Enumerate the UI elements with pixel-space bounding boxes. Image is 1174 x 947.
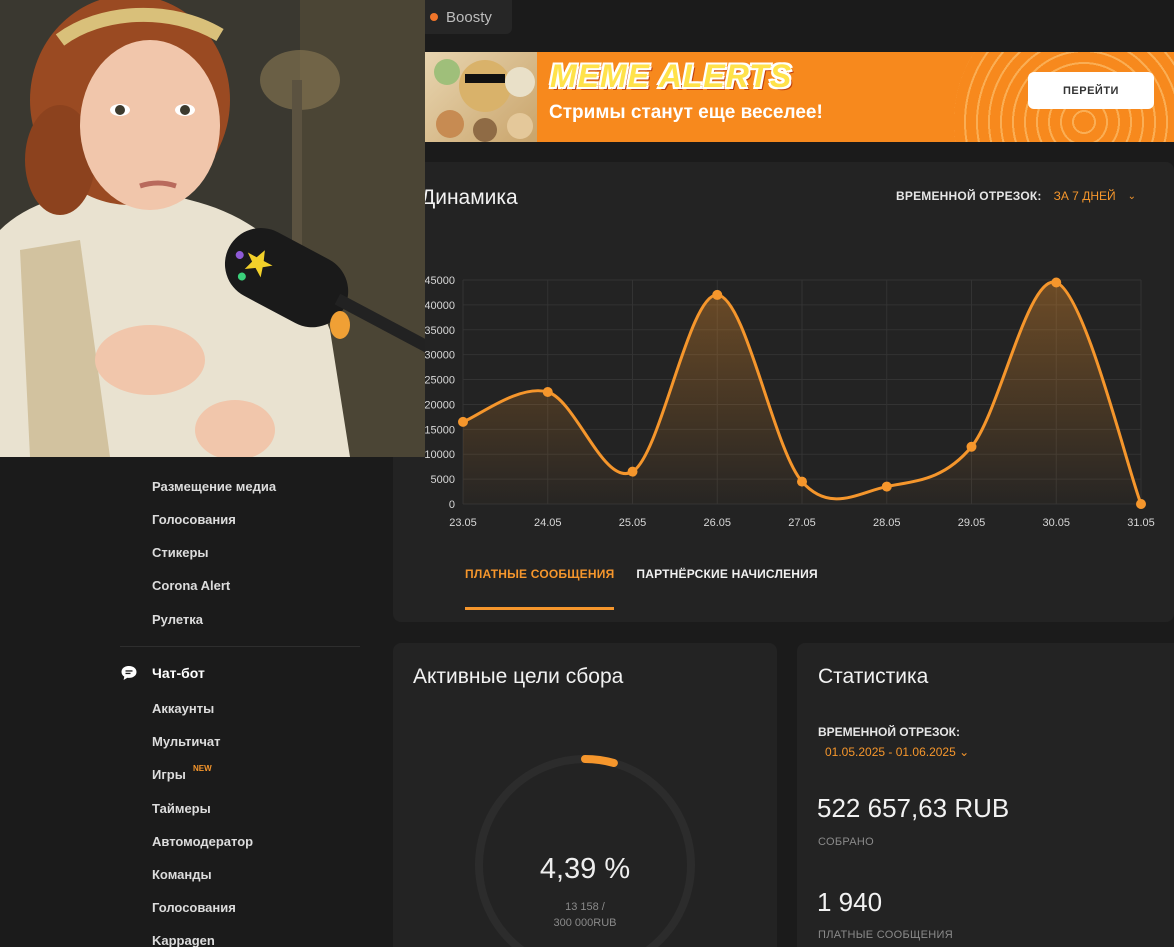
chart-data-point <box>881 481 892 492</box>
chart-data-point <box>966 441 977 452</box>
chart-data-point <box>1051 277 1062 288</box>
stats-period-value[interactable]: 01.05.2025 - 01.06.2025 <box>825 745 956 759</box>
chart-y-tick-label: 30000 <box>424 350 455 362</box>
sidebar-divider <box>120 646 360 647</box>
dynamics-tabs: ПЛАТНЫЕ СООБЩЕНИЯ ПАРТНЁРСКИЕ НАЧИСЛЕНИЯ <box>465 567 818 610</box>
chart-y-tick-label: 10000 <box>424 449 455 461</box>
chart-x-tick-label: 26.05 <box>703 517 731 529</box>
streamer-video-frame <box>0 0 425 457</box>
sidebar-item-commands[interactable]: Команды <box>152 867 212 882</box>
sidebar-item-roulette[interactable]: Рулетка <box>152 612 203 627</box>
sidebar-item-corona-alert[interactable]: Corona Alert <box>152 578 231 593</box>
chart-y-tick-label: 15000 <box>424 424 455 436</box>
boosty-icon <box>430 13 438 21</box>
chart-y-tick-label: 35000 <box>424 325 455 337</box>
stats-count-label: ПЛАТНЫЕ СООБЩЕНИЯ <box>818 929 953 941</box>
stats-period-label: ВРЕМЕННОЙ ОТРЕЗОК: <box>818 725 960 739</box>
chevron-down-icon[interactable]: ⌄ <box>1127 190 1136 202</box>
webcam-overlay <box>0 0 425 457</box>
stats-period-selector[interactable]: 01.05.2025 - 01.06.2025 ⌄ <box>825 745 969 759</box>
dynamics-period-selector[interactable]: ВРЕМЕННОЙ ОТРЕЗОК: ЗА 7 ДНЕЙ ⌄ <box>896 189 1136 203</box>
new-badge: NEW <box>193 764 212 773</box>
chart-data-point <box>542 387 553 397</box>
goal-amount-current: 13 158 / <box>565 901 605 913</box>
stats-title: Статистика <box>818 665 929 688</box>
goal-amount: 13 158 / 300 000RUB <box>393 899 777 931</box>
period-value[interactable]: ЗА 7 ДНЕЙ <box>1053 189 1116 203</box>
dynamics-chart: 0 5000 10000 15000 20000 25000 30000 35000 40000… <box>424 275 1155 529</box>
sidebar-item-automoderator[interactable]: Автомодератор <box>152 834 254 849</box>
chart-x-tick-label: 23.05 <box>449 517 477 529</box>
statistics-card: Статистика ВРЕМЕННОЙ ОТРЕЗОК: 01.05.2025… <box>797 643 1174 947</box>
sidebar-item-media[interactable]: Размещение медиа <box>152 479 277 494</box>
dynamics-card: Динамика ВРЕМЕННОЙ ОТРЕЗОК: ЗА 7 ДНЕЙ ⌄ … <box>393 162 1174 622</box>
chart-x-tick-label: 28.05 <box>873 517 901 529</box>
chart-x-tick-label: 27.05 <box>788 517 816 529</box>
goals-title: Активные цели сбора <box>413 665 624 688</box>
stats-sum-label: СОБРАНО <box>818 836 875 848</box>
banner-title: MEME ALERTS <box>550 58 793 94</box>
chart-y-tick-label: 25000 <box>424 375 455 387</box>
boosty-tab[interactable]: Boosty <box>420 0 512 34</box>
goal-progress-arc <box>475 755 695 947</box>
chart-data-point <box>458 416 468 427</box>
chart-x-tick-label: 25.05 <box>619 517 647 529</box>
chart-x-tick-label: 30.05 <box>1042 517 1070 529</box>
stats-count: 1 940 <box>817 887 883 917</box>
sidebar-item-multichat[interactable]: Мультичат <box>152 734 221 749</box>
sidebar-group-label: Чат-бот <box>152 665 205 681</box>
chat-bubble-icon <box>121 666 137 680</box>
chart-y-tick-label: 40000 <box>424 300 455 312</box>
sidebar-item-games[interactable]: Игры <box>152 767 186 782</box>
chart-y-tick-label: 45000 <box>424 275 455 287</box>
tab-paid-messages[interactable]: ПЛАТНЫЕ СООБЩЕНИЯ <box>465 567 615 610</box>
goal-percent: 4,39 % <box>539 853 631 885</box>
chart-data-point <box>797 476 807 487</box>
stats-sum: 522 657,63 RUB <box>817 793 1010 823</box>
sidebar-item-chat-polls[interactable]: Голосования <box>152 900 236 915</box>
sidebar-item-timers[interactable]: Таймеры <box>152 801 211 816</box>
boosty-label: Boosty <box>446 8 492 26</box>
active-goals-card: Активные цели сбора 4,39 % 13 158 / 300 … <box>393 643 777 947</box>
meme-alerts-banner[interactable]: MEME ALERTS Стримы станут еще веселее! П… <box>425 52 1174 142</box>
chart-x-tick-label: 24.05 <box>534 517 562 529</box>
sidebar-group-chatbot[interactable]: Чат-бот <box>120 664 205 682</box>
chart-x-tick-label: 31.05 <box>1127 517 1155 529</box>
chart-x-tick-label: 29.05 <box>958 517 986 529</box>
sidebar-item-kappagen[interactable]: Kappagen <box>152 933 215 947</box>
chart-data-point <box>1136 499 1146 509</box>
banner-meme-image <box>425 52 537 142</box>
banner-subtitle: Стримы станут еще веселее! <box>549 102 823 123</box>
chart-data-point <box>712 289 723 300</box>
tab-partner-earnings[interactable]: ПАРТНЁРСКИЕ НАЧИСЛЕНИЯ <box>636 567 818 581</box>
period-label: ВРЕМЕННОЙ ОТРЕЗОК: <box>896 189 1042 203</box>
sidebar-item-stickers[interactable]: Стикеры <box>152 545 209 560</box>
sidebar-item-accounts[interactable]: Аккаунты <box>152 701 215 716</box>
goal-progress-ring <box>475 755 695 947</box>
chart-y-tick-label: 0 <box>449 499 455 511</box>
banner-go-button[interactable]: ПЕРЕЙТИ <box>1028 72 1154 109</box>
chart-y-tick-label: 20000 <box>424 399 455 411</box>
chevron-down-icon[interactable]: ⌄ <box>959 745 970 759</box>
chart-data-point <box>627 466 638 477</box>
sidebar-item-polls[interactable]: Голосования <box>152 512 236 527</box>
sidebar: Размещение медиа Голосования Стикеры Cor… <box>120 457 370 947</box>
goal-amount-target: 300 000RUB <box>553 917 617 929</box>
dynamics-title: Динамика <box>421 186 518 209</box>
chart-y-tick-label: 5000 <box>431 474 455 486</box>
